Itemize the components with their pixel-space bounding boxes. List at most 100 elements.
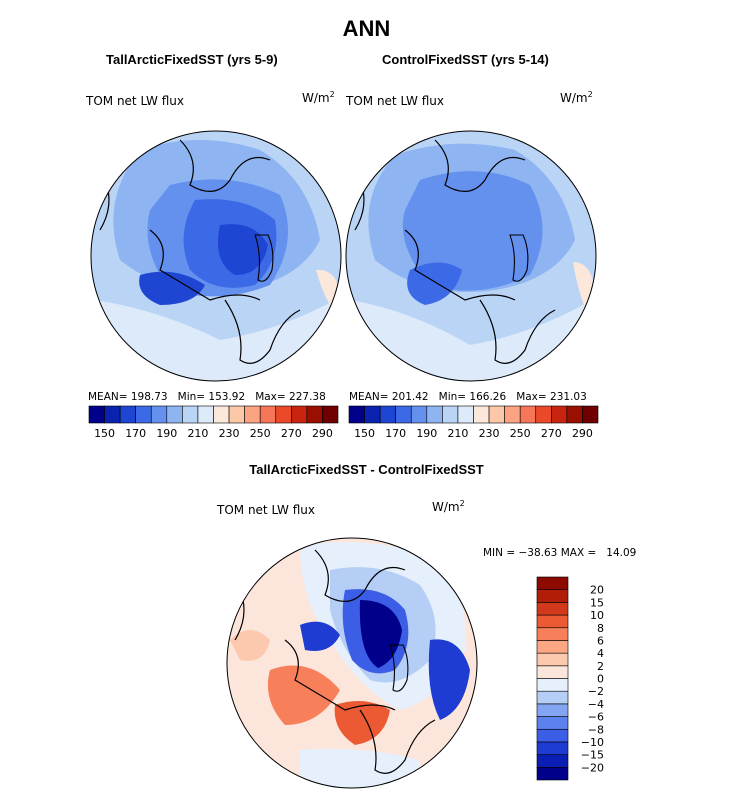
map-1-region <box>139 271 205 305</box>
colorbar-swatch <box>88 405 105 424</box>
colorbar-swatch <box>536 602 569 616</box>
colorbar-tick-label: 230 <box>479 427 500 440</box>
colorbar-swatch <box>150 405 168 424</box>
map-2-coastline <box>434 139 526 192</box>
map-3-region <box>334 701 390 745</box>
colorbar-tick-label: 250 <box>510 427 531 440</box>
colorbar-swatch <box>536 678 569 692</box>
colorbar-tick-label: 150 <box>354 427 375 440</box>
colorbar-swatch <box>536 728 569 743</box>
colorbar-swatch <box>536 652 569 667</box>
colorbar-tick-label: −20 <box>581 761 604 774</box>
panel-1-title: TallArcticFixedSST (yrs 5-9) <box>106 52 278 67</box>
map-1 <box>91 131 341 381</box>
colorbar-swatch <box>566 405 583 424</box>
map-3-coastline <box>314 549 406 602</box>
colorbar-1: 150 170 190 210 230 250 270 290 <box>88 405 339 440</box>
colorbar-swatch <box>348 405 365 424</box>
colorbar-swatch <box>536 767 569 781</box>
colorbar-tick-label: −8 <box>588 723 604 736</box>
colorbar-swatch <box>504 405 521 424</box>
colorbar-swatch <box>519 405 537 424</box>
colorbar-swatch <box>536 576 569 590</box>
panel-1-units: W/m2 <box>302 90 335 105</box>
map-3-region <box>428 639 470 720</box>
colorbar-tick-label: 2 <box>597 660 604 673</box>
colorbar-tick-label: 150 <box>94 427 115 440</box>
map-2 <box>346 131 596 381</box>
colorbar-swatch <box>582 405 599 424</box>
colorbar-tick-label: −4 <box>588 698 604 711</box>
panel-2-stats: MEAN= 201.42 Min= 166.26 Max= 231.03 <box>349 391 587 403</box>
colorbar-swatch <box>536 754 569 768</box>
panel-3-units: W/m2 <box>432 499 465 514</box>
colorbar-swatch <box>104 405 121 424</box>
colorbar-tick-label: 4 <box>597 647 604 660</box>
colorbar-swatch <box>291 405 308 424</box>
colorbar-swatch <box>536 640 569 654</box>
map-3-region <box>230 630 270 661</box>
colorbar-tick-label: 10 <box>590 609 604 622</box>
colorbar-swatch <box>442 405 459 424</box>
map-1-coastline <box>224 299 301 364</box>
map-1-border <box>90 130 342 382</box>
colorbar-swatch <box>410 405 428 424</box>
map-3-coastline <box>284 639 396 711</box>
panel-2-units: W/m2 <box>560 90 593 105</box>
colorbar-swatch <box>119 405 136 424</box>
colorbar-swatch <box>182 405 199 424</box>
colorbar-swatch <box>536 614 569 629</box>
panel-2-variable-label: TOM net LW flux <box>346 94 444 108</box>
colorbar-swatch <box>536 589 569 603</box>
panel-3-title: TallArcticFixedSST - ControlFixedSST <box>249 462 484 477</box>
colorbar-swatch <box>536 627 569 641</box>
colorbar-swatch <box>536 690 569 705</box>
colorbar-swatch <box>536 703 569 717</box>
map-3-coastline <box>389 644 409 692</box>
panel-3-variable-label: TOM net LW flux <box>217 503 315 517</box>
panel-3-stats: MIN = −38.63 MAX = 14.09 <box>483 547 637 559</box>
map-1-region <box>91 300 341 381</box>
panel-1-stats: MEAN= 198.73 Min= 153.92 Max= 227.38 <box>88 391 326 403</box>
colorbar-tick-label: 6 <box>597 634 604 647</box>
map-1-coastline <box>179 139 271 192</box>
colorbar-tick-label: −10 <box>581 736 604 749</box>
colorbar-tick-label: 290 <box>312 427 333 440</box>
colorbar-swatch <box>473 405 490 424</box>
colorbar-tick-label: −15 <box>581 749 604 762</box>
colorbar-swatch <box>135 405 152 424</box>
map-2-coastline <box>404 229 516 301</box>
colorbar-tick-label: −6 <box>588 711 604 724</box>
colorbar-tick-label: 170 <box>125 427 146 440</box>
colorbar-swatch <box>488 405 505 424</box>
colorbar-tick-label: 8 <box>597 622 604 635</box>
colorbar-swatch <box>259 405 277 424</box>
colorbar-swatch <box>536 716 569 730</box>
map-3-region <box>300 748 420 788</box>
colorbar-swatch <box>536 665 569 679</box>
map-2-region <box>402 171 543 291</box>
colorbar-swatch <box>306 405 323 424</box>
colorbar-swatch <box>197 405 214 424</box>
map-1-coastline <box>254 234 274 282</box>
colorbar-2: 150 170 190 210 230 250 270 290 <box>348 405 599 440</box>
colorbar-tick-label: 290 <box>572 427 593 440</box>
colorbar-swatch <box>379 405 396 424</box>
colorbar-swatch <box>322 405 339 424</box>
colorbar-swatch <box>275 405 292 424</box>
map-3-region <box>267 665 340 725</box>
colorbar-tick-label: 210 <box>447 427 468 440</box>
map-3-border <box>226 537 478 789</box>
colorbar-swatch <box>364 405 381 424</box>
colorbar-tick-label: −2 <box>588 685 604 698</box>
colorbar-tick-label: 15 <box>590 596 604 609</box>
colorbar-swatch <box>426 405 443 424</box>
colorbar-tick-label: 230 <box>219 427 240 440</box>
panel-2-title: ControlFixedSST (yrs 5-14) <box>382 52 549 67</box>
colorbar-tick-label: 270 <box>541 427 562 440</box>
colorbar-swatch <box>535 405 552 424</box>
colorbar-tick-label: 20 <box>590 584 604 597</box>
colorbar-tick-label: 270 <box>281 427 302 440</box>
map-2-coastline <box>479 299 556 364</box>
